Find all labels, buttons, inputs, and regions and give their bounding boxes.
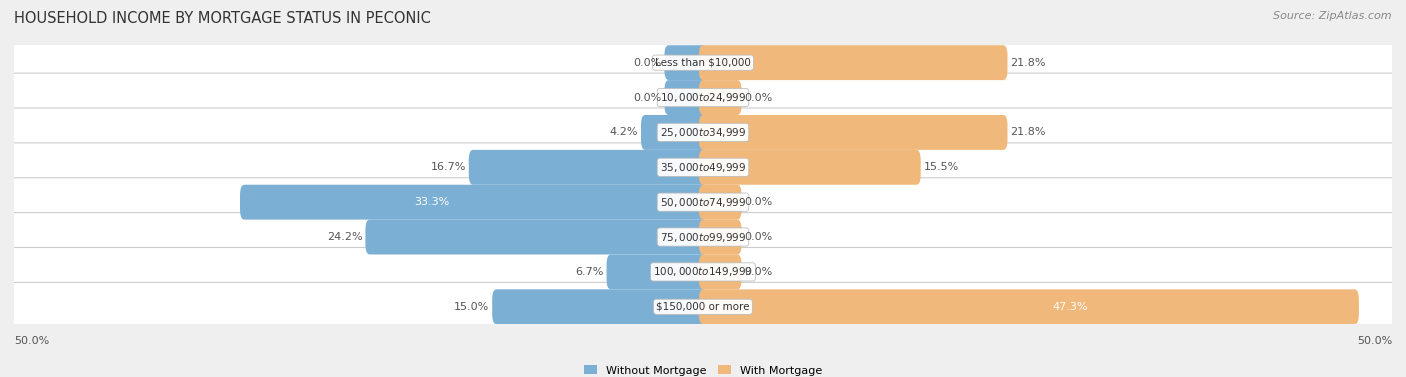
Legend: Without Mortgage, With Mortgage: Without Mortgage, With Mortgage bbox=[579, 361, 827, 377]
Text: $75,000 to $99,999: $75,000 to $99,999 bbox=[659, 231, 747, 244]
Text: 0.0%: 0.0% bbox=[744, 92, 772, 103]
FancyBboxPatch shape bbox=[665, 45, 707, 80]
Text: Less than $10,000: Less than $10,000 bbox=[655, 58, 751, 68]
Text: 0.0%: 0.0% bbox=[634, 92, 662, 103]
Text: $150,000 or more: $150,000 or more bbox=[657, 302, 749, 312]
Text: HOUSEHOLD INCOME BY MORTGAGE STATUS IN PECONIC: HOUSEHOLD INCOME BY MORTGAGE STATUS IN P… bbox=[14, 11, 430, 26]
FancyBboxPatch shape bbox=[492, 289, 707, 324]
FancyBboxPatch shape bbox=[699, 45, 1008, 80]
Text: 24.2%: 24.2% bbox=[328, 232, 363, 242]
Text: 33.3%: 33.3% bbox=[415, 197, 450, 207]
Text: 0.0%: 0.0% bbox=[744, 197, 772, 207]
FancyBboxPatch shape bbox=[665, 80, 707, 115]
FancyBboxPatch shape bbox=[699, 80, 741, 115]
Text: 0.0%: 0.0% bbox=[634, 58, 662, 68]
Text: 50.0%: 50.0% bbox=[1357, 336, 1392, 346]
Text: $25,000 to $34,999: $25,000 to $34,999 bbox=[659, 126, 747, 139]
FancyBboxPatch shape bbox=[10, 213, 1396, 261]
Text: $100,000 to $149,999: $100,000 to $149,999 bbox=[654, 265, 752, 278]
Text: 0.0%: 0.0% bbox=[744, 267, 772, 277]
FancyBboxPatch shape bbox=[10, 38, 1396, 87]
FancyBboxPatch shape bbox=[10, 73, 1396, 122]
Text: $50,000 to $74,999: $50,000 to $74,999 bbox=[659, 196, 747, 208]
FancyBboxPatch shape bbox=[10, 143, 1396, 192]
FancyBboxPatch shape bbox=[699, 115, 1008, 150]
FancyBboxPatch shape bbox=[699, 254, 741, 289]
Text: $10,000 to $24,999: $10,000 to $24,999 bbox=[659, 91, 747, 104]
FancyBboxPatch shape bbox=[468, 150, 707, 185]
FancyBboxPatch shape bbox=[10, 108, 1396, 157]
Text: 47.3%: 47.3% bbox=[1053, 302, 1088, 312]
Text: 50.0%: 50.0% bbox=[14, 336, 49, 346]
Text: 6.7%: 6.7% bbox=[575, 267, 603, 277]
FancyBboxPatch shape bbox=[641, 115, 707, 150]
FancyBboxPatch shape bbox=[10, 247, 1396, 296]
FancyBboxPatch shape bbox=[10, 178, 1396, 227]
FancyBboxPatch shape bbox=[366, 219, 707, 254]
FancyBboxPatch shape bbox=[699, 219, 741, 254]
FancyBboxPatch shape bbox=[606, 254, 707, 289]
Text: 16.7%: 16.7% bbox=[430, 162, 465, 172]
Text: 15.0%: 15.0% bbox=[454, 302, 489, 312]
Text: 21.8%: 21.8% bbox=[1011, 58, 1046, 68]
Text: $35,000 to $49,999: $35,000 to $49,999 bbox=[659, 161, 747, 174]
FancyBboxPatch shape bbox=[699, 289, 1358, 324]
FancyBboxPatch shape bbox=[10, 282, 1396, 331]
FancyBboxPatch shape bbox=[699, 185, 741, 219]
Text: 21.8%: 21.8% bbox=[1011, 127, 1046, 138]
Text: 15.5%: 15.5% bbox=[924, 162, 959, 172]
Text: 4.2%: 4.2% bbox=[610, 127, 638, 138]
Text: 0.0%: 0.0% bbox=[744, 232, 772, 242]
FancyBboxPatch shape bbox=[699, 150, 921, 185]
Text: Source: ZipAtlas.com: Source: ZipAtlas.com bbox=[1274, 11, 1392, 21]
FancyBboxPatch shape bbox=[240, 185, 707, 219]
